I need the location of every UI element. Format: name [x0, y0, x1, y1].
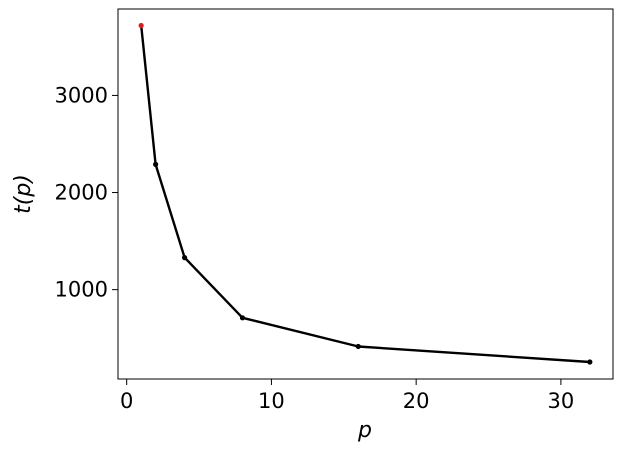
y-axis-title: t(p) [11, 174, 36, 214]
series-layer [138, 22, 593, 365]
data-point [355, 343, 361, 350]
y-tick-label: 3000 [55, 83, 108, 107]
data-point [181, 255, 188, 261]
plot-area [118, 9, 613, 379]
x-tick-label: 0 [120, 389, 133, 413]
data-point [587, 359, 593, 365]
plot-frame [117, 8, 614, 380]
x-axis-ticks: 0 10 20 30 [120, 379, 574, 413]
x-tick-label: 30 [548, 389, 575, 413]
x-axis-title: p [357, 418, 372, 443]
y-tick-label: 2000 [55, 181, 108, 205]
series-line [139, 24, 591, 364]
data-point [138, 22, 144, 29]
y-axis-ticks: 1000 2000 3000 [55, 83, 118, 302]
y-tick-label: 1000 [55, 278, 108, 302]
x-tick-label: 20 [403, 389, 430, 413]
data-point [153, 161, 159, 167]
data-point [239, 315, 246, 321]
x-tick-label: 10 [258, 389, 285, 413]
